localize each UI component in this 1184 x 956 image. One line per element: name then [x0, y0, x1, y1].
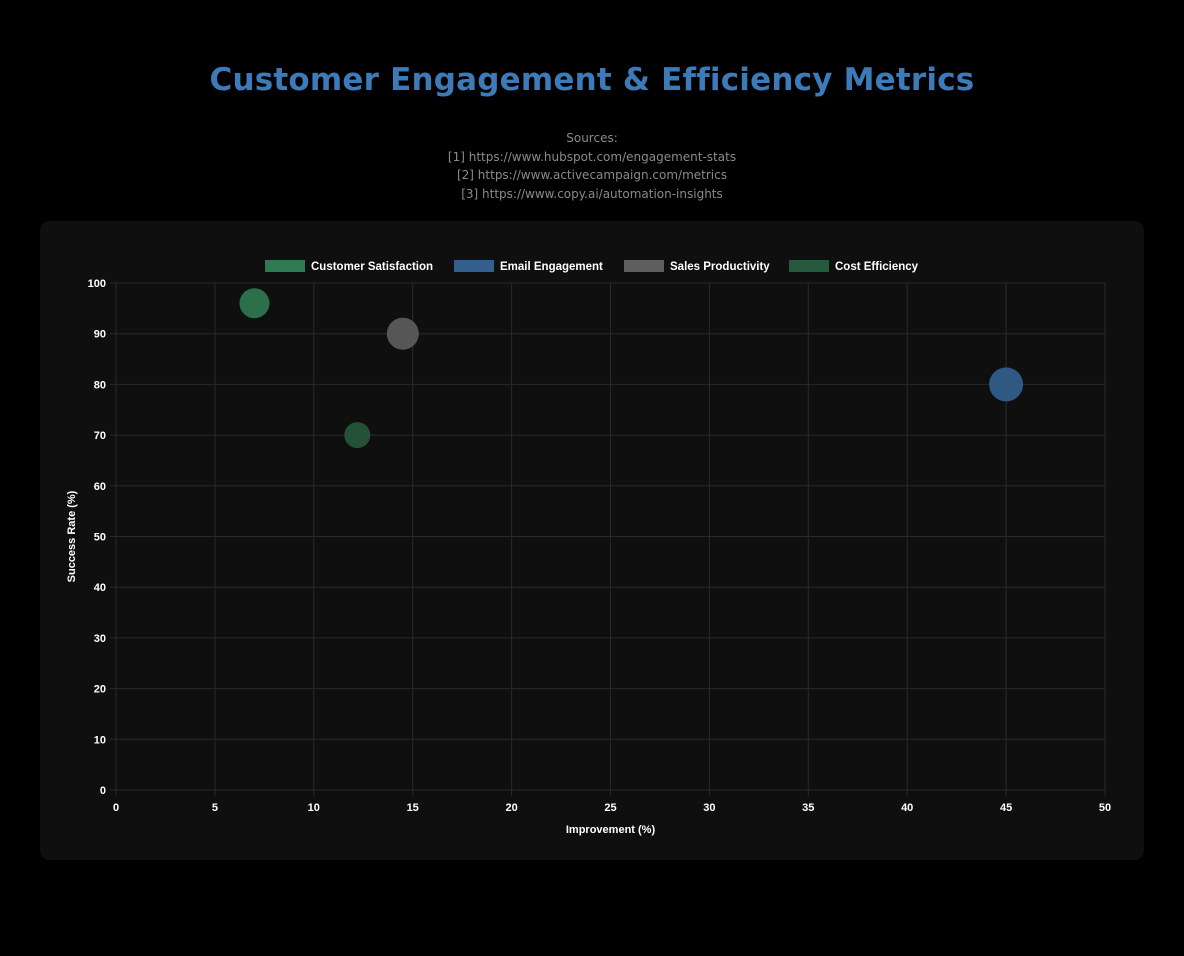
bubble-customer-satisfaction — [239, 288, 270, 319]
x-tick-label: 5 — [212, 802, 218, 814]
y-tick-label: 100 — [88, 278, 106, 290]
legend-label: Customer Satisfaction — [311, 261, 433, 273]
x-tick-label: 45 — [1000, 802, 1012, 814]
source-link[interactable]: [3] https://www.copy.ai/automation-insig… — [461, 186, 723, 201]
legend-swatch — [265, 260, 305, 272]
legend-swatch — [789, 260, 829, 272]
y-tick-label: 10 — [94, 734, 106, 746]
sources: Sources: [1] https://www.hubspot.com/eng… — [0, 129, 1184, 203]
x-axis-label: Improvement (%) — [566, 824, 656, 836]
legend-swatch — [454, 260, 494, 272]
y-tick-label: 70 — [94, 430, 106, 442]
y-tick-label: 40 — [94, 582, 106, 594]
y-tick-label: 60 — [94, 481, 106, 493]
bubble-email-engagement — [989, 367, 1024, 402]
x-tick-label: 25 — [604, 802, 616, 814]
chart-card — [40, 221, 1144, 860]
bubble-cost-efficiency — [344, 422, 371, 449]
y-tick-label: 30 — [94, 633, 106, 645]
y-tick-label: 0 — [100, 785, 106, 797]
page-title: Customer Engagement & Efficiency Metrics — [209, 62, 975, 98]
sources-heading: Sources: — [566, 131, 618, 145]
y-tick-label: 50 — [94, 532, 106, 544]
source-link[interactable]: [2] https://www.activecampaign.com/metri… — [456, 168, 727, 182]
bubble-sales-productivity — [386, 317, 419, 350]
x-tick-label: 50 — [1099, 802, 1111, 814]
y-axis-label: Success Rate (%) — [66, 490, 78, 582]
y-tick-label: 90 — [94, 329, 106, 341]
legend-label: Cost Efficiency — [835, 261, 919, 273]
x-tick-label: 0 — [113, 802, 119, 814]
x-tick-label: 15 — [407, 802, 419, 814]
x-tick-label: 10 — [308, 802, 320, 814]
source-link[interactable]: [1] https://www.hubspot.com/engagement-s… — [447, 149, 737, 164]
legend-label: Sales Productivity — [670, 261, 770, 273]
legend-label: Email Engagement — [500, 261, 603, 273]
y-tick-label: 80 — [94, 379, 106, 391]
x-tick-label: 35 — [802, 802, 814, 814]
x-tick-label: 20 — [505, 802, 517, 814]
x-tick-label: 30 — [703, 802, 715, 814]
x-tick-label: 40 — [901, 802, 913, 814]
y-tick-label: 20 — [94, 684, 106, 696]
legend-swatch — [624, 260, 664, 272]
